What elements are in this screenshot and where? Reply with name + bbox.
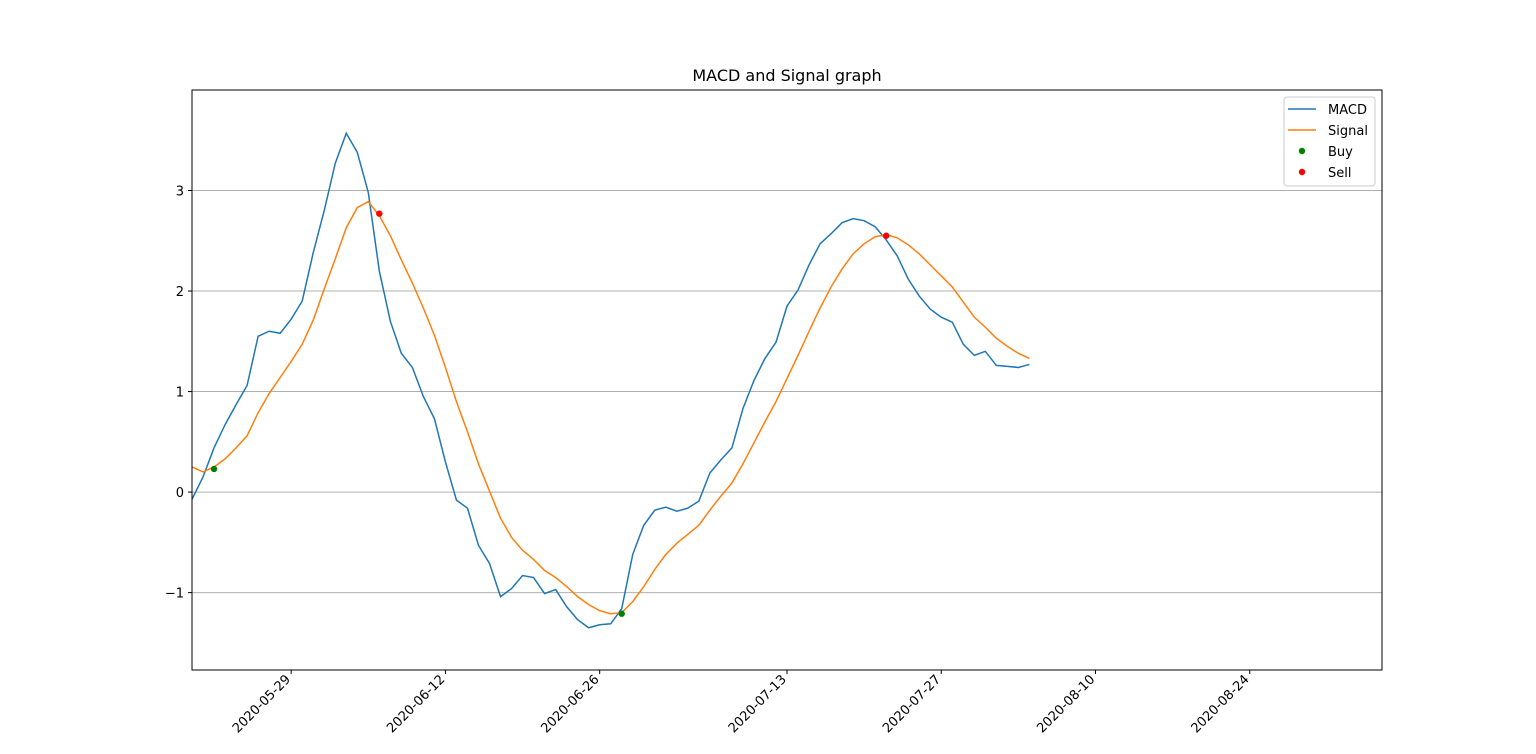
legend-label-macd: MACD bbox=[1328, 103, 1367, 118]
series-layer bbox=[192, 131, 1030, 629]
chart-title: MACD and Signal graph bbox=[692, 66, 881, 85]
signal-line bbox=[192, 200, 1030, 615]
legend-label-buy: Buy bbox=[1328, 145, 1353, 160]
y-tick-label: 2 bbox=[176, 285, 184, 300]
y-tick-label: 1 bbox=[176, 386, 184, 401]
macd-line bbox=[192, 131, 1030, 629]
legend-label-sell: Sell bbox=[1328, 166, 1351, 181]
legend-box bbox=[1283, 96, 1376, 187]
legend-label-signal: Signal bbox=[1328, 124, 1368, 139]
sell-point bbox=[376, 210, 383, 217]
y-tick-label: −1 bbox=[165, 587, 184, 602]
buy-point bbox=[618, 610, 625, 617]
buy-point bbox=[210, 465, 218, 473]
sell-point bbox=[882, 232, 890, 239]
legend-swatch-buy bbox=[1298, 147, 1306, 155]
legend-swatch-sell bbox=[1298, 168, 1306, 176]
y-tick-label: 3 bbox=[176, 185, 184, 200]
legend: MACD Signal Buy Sell bbox=[1283, 96, 1376, 187]
y-tick-label: 0 bbox=[176, 486, 184, 501]
grid-layer bbox=[192, 190, 1382, 594]
